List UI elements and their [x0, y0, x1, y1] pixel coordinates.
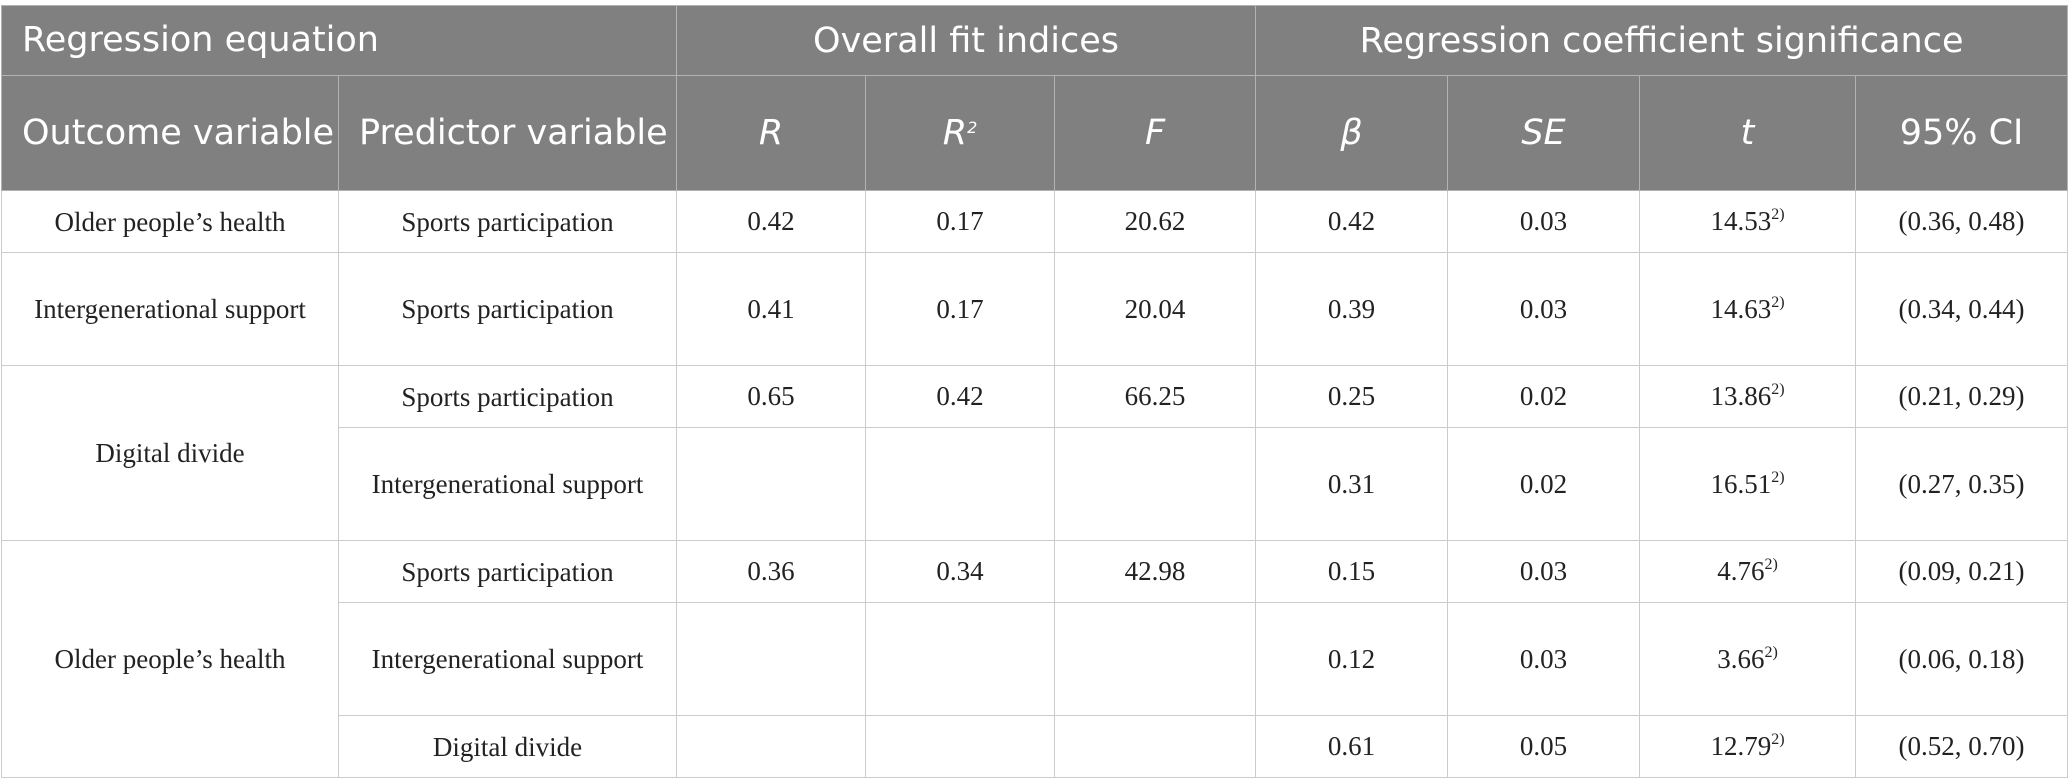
- r-cell: [676, 427, 866, 541]
- header-ci: 95% CI: [1855, 75, 2068, 191]
- r-squared-cell: 0.17: [865, 190, 1055, 253]
- t-cell: 13.862): [1639, 365, 1857, 428]
- predictor-cell: Intergenerational support: [338, 602, 677, 716]
- footnote-mark: 2): [1764, 556, 1778, 573]
- f-cell: [1053, 427, 1257, 541]
- table-row: Intergenerational support 0.12 0.03 3.66…: [2, 602, 2068, 716]
- f-cell: [1053, 602, 1257, 716]
- beta-cell: 0.15: [1255, 540, 1449, 603]
- f-cell: 20.62: [1053, 190, 1257, 253]
- t-cell: 4.762): [1639, 540, 1857, 603]
- predictor-cell: Sports participation: [338, 540, 677, 603]
- header-coefficient-significance: Regression coefficient significance: [1255, 5, 2068, 76]
- table-row: Intergenerational support 0.31 0.02 16.5…: [2, 427, 2068, 541]
- ci-cell: (0.06, 0.18): [1855, 602, 2068, 716]
- r-cell: 0.65: [676, 365, 866, 428]
- se-cell: 0.03: [1447, 540, 1641, 603]
- t-cell: 16.512): [1639, 427, 1857, 541]
- footnote-mark: 2): [1771, 731, 1785, 748]
- outcome-cell: Digital divide: [1, 365, 339, 541]
- se-cell: 0.03: [1447, 602, 1641, 716]
- t-cell: 14.632): [1639, 252, 1857, 366]
- beta-cell: 0.31: [1255, 427, 1449, 541]
- header-regression-equation: Regression equation: [1, 5, 677, 76]
- predictor-cell: Sports participation: [338, 365, 677, 428]
- se-cell: 0.02: [1447, 365, 1641, 428]
- header-se: SE: [1447, 75, 1641, 191]
- se-cell: 0.05: [1447, 715, 1641, 778]
- t-cell: 12.792): [1639, 715, 1857, 778]
- r-squared-cell: [865, 715, 1055, 778]
- f-cell: 42.98: [1053, 540, 1257, 603]
- header-outcome-variable: Outcome variable: [1, 75, 339, 191]
- table-row: Older people’s health Sports participati…: [1, 540, 2068, 778]
- header-r-squared-base: R: [942, 113, 968, 153]
- r-cell: 0.41: [676, 252, 866, 366]
- footnote-mark: 2): [1771, 206, 1785, 223]
- t-value: 14.53: [1710, 206, 1772, 236]
- r-cell: 0.42: [676, 190, 866, 253]
- r-squared-cell: [865, 602, 1055, 716]
- predictor-cell: Sports participation: [338, 252, 677, 366]
- se-cell: 0.03: [1447, 190, 1641, 253]
- beta-cell: 0.39: [1255, 252, 1449, 366]
- ci-cell: (0.09, 0.21): [1855, 540, 2068, 603]
- ci-cell: (0.36, 0.48): [1855, 190, 2068, 253]
- r-squared-cell: [865, 427, 1055, 541]
- table-row: Older people’s health Sports participati…: [1, 190, 2068, 253]
- regression-table: Regression equation Overall fit indices …: [1, 5, 2068, 778]
- header-beta: β: [1255, 75, 1449, 191]
- t-value: 16.51: [1710, 468, 1772, 499]
- header-f: F: [1053, 75, 1257, 191]
- header-overall-fit-indices: Overall fit indices: [675, 5, 1257, 76]
- t-value: 3.66: [1717, 643, 1765, 674]
- r-cell: 0.36: [676, 540, 866, 603]
- t-value: 13.86: [1710, 381, 1772, 411]
- f-cell: [1053, 715, 1257, 778]
- f-cell: 66.25: [1053, 365, 1257, 428]
- header-r-squared: R2: [865, 75, 1055, 191]
- r-cell: [676, 602, 866, 716]
- predictor-cell: Intergenerational support: [338, 427, 677, 541]
- header-r: R: [676, 75, 866, 191]
- footnote-mark: 2): [1771, 293, 1785, 311]
- predictor-cell: Sports participation: [338, 190, 677, 253]
- ci-cell: (0.52, 0.70): [1855, 715, 2068, 778]
- header-group-row: Regression equation Overall fit indices …: [1, 5, 2068, 76]
- se-cell: 0.03: [1447, 252, 1641, 366]
- t-value: 12.79: [1710, 731, 1772, 761]
- ci-cell: (0.34, 0.44): [1855, 252, 2068, 366]
- outcome-cell: Older people’s health: [1, 190, 339, 253]
- beta-cell: 0.25: [1255, 365, 1449, 428]
- table-row: Digital divide Sports participation 0.65…: [1, 365, 2068, 541]
- f-cell: 20.04: [1053, 252, 1257, 366]
- se-cell: 0.02: [1447, 427, 1641, 541]
- t-value: 14.63: [1710, 293, 1772, 324]
- header-column-row: Outcome variable Predictor variable R R2…: [1, 75, 2068, 191]
- t-cell: 14.532): [1639, 190, 1857, 253]
- r-squared-cell: 0.34: [865, 540, 1055, 603]
- ci-cell: (0.21, 0.29): [1855, 365, 2068, 428]
- r-squared-cell: 0.17: [865, 252, 1055, 366]
- predictor-cell: Digital divide: [338, 715, 677, 778]
- t-value: 4.76: [1717, 556, 1765, 586]
- beta-cell: 0.42: [1255, 190, 1449, 253]
- footnote-mark: 2): [1771, 381, 1785, 398]
- beta-cell: 0.12: [1255, 602, 1449, 716]
- outcome-cell: Intergenerational support: [1, 252, 339, 366]
- outcome-cell: Older people’s health: [1, 540, 339, 778]
- beta-cell: 0.61: [1255, 715, 1449, 778]
- table-row: Intergenerational support Sports partici…: [1, 252, 2068, 366]
- header-predictor-variable: Predictor variable: [338, 75, 677, 191]
- footnote-mark: 2): [1771, 468, 1785, 486]
- t-cell: 3.662): [1639, 602, 1857, 716]
- header-t: t: [1639, 75, 1857, 191]
- header-r-squared-exponent: 2: [967, 118, 978, 137]
- footnote-mark: 2): [1764, 643, 1778, 661]
- r-squared-cell: 0.42: [865, 365, 1055, 428]
- r-cell: [676, 715, 866, 778]
- ci-cell: (0.27, 0.35): [1855, 427, 2068, 541]
- table-row: Digital divide 0.61 0.05 12.792) (0.52, …: [2, 715, 2068, 778]
